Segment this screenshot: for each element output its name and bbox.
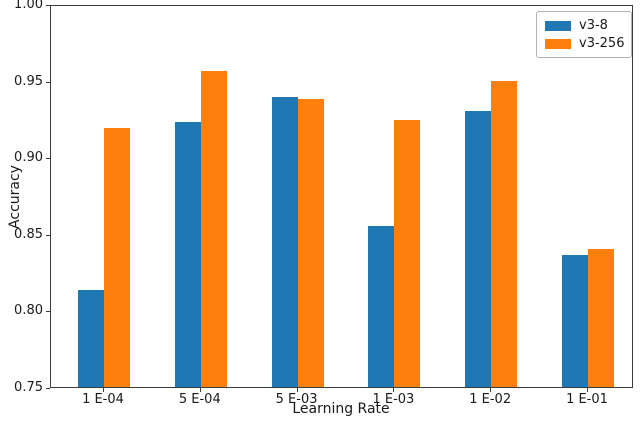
bar-v3-256-5E-03 (297, 98, 324, 387)
x-tick-label: 1 E-03 (372, 392, 415, 407)
y-tick-label: 0.80 (14, 303, 43, 319)
bar-v3-256-1E-01 (588, 249, 614, 387)
legend-swatch-v3-256 (545, 39, 571, 49)
bar-v3-8-1E-04 (78, 290, 104, 387)
x-tick-mark (587, 388, 588, 392)
legend-entries: v3-8 v3-256 (545, 18, 625, 52)
legend-entry-v3-8: v3-8 (545, 18, 623, 34)
x-tick-mark (199, 388, 201, 392)
y-tick-mark (46, 388, 50, 389)
y-tick-label: 0.90 (14, 150, 43, 166)
y-axis-label: Accuracy (7, 165, 23, 229)
y-tick-mark (46, 311, 50, 313)
bar-v3-8-1E-01 (562, 255, 588, 387)
bar-v3-8-5E-03 (271, 97, 298, 387)
y-tick-mark (46, 234, 50, 236)
bar-v3-8-1E-02 (465, 111, 492, 387)
legend-label: v3-256 (579, 36, 625, 51)
plot-area (50, 5, 633, 388)
bar-v3-256-1E-02 (491, 80, 518, 387)
x-tick-label: 5 E-04 (178, 392, 221, 407)
bar-v3-256-1E-03 (394, 120, 421, 387)
legend-entry-v3-256: v3-256 (545, 36, 625, 52)
y-tick-mark (46, 158, 50, 160)
y-tick-mark (46, 81, 50, 83)
x-tick-mark (490, 388, 492, 392)
y-tick-label: 1.00 (14, 0, 43, 12)
legend-box: v3-8 v3-256 (536, 11, 632, 58)
x-tick-label: 5 E-03 (275, 392, 318, 407)
x-tick-mark (103, 388, 104, 392)
x-tick-mark (296, 388, 298, 392)
y-tick-label: 0.95 (14, 73, 43, 89)
y-tick-label: 0.75 (14, 380, 43, 395)
bar-v3-256-1E-04 (104, 128, 130, 387)
x-tick-mark (393, 388, 395, 392)
bar-v3-256-5E-04 (200, 71, 227, 387)
legend-swatch-v3-8 (545, 21, 571, 31)
y-tick-label: 0.85 (14, 226, 43, 242)
x-tick-label: 1 E-04 (82, 392, 124, 407)
x-axis-label: Learning Rate (292, 401, 390, 417)
legend-label: v3-8 (579, 18, 608, 33)
x-tick-label: 1 E-02 (469, 392, 512, 407)
y-tick-mark (46, 5, 50, 6)
bar-v3-8-5E-04 (174, 121, 201, 387)
bar-v3-8-1E-03 (368, 226, 395, 387)
x-tick-label: 1 E-01 (566, 392, 608, 407)
